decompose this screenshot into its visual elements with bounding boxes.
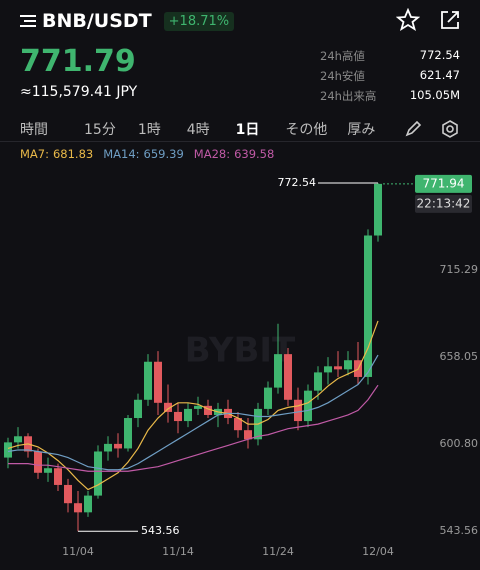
candle-body xyxy=(14,436,22,443)
stat-row: 24h出来高 105.05M xyxy=(320,88,460,104)
stat-label: 24h出来高 xyxy=(320,89,377,103)
stat-row: 24h高値 772.54 xyxy=(320,48,460,64)
stat-label: 24h安値 xyxy=(320,69,365,83)
divider xyxy=(0,141,480,142)
candle-body xyxy=(94,451,102,496)
stat-label: 24h高値 xyxy=(320,49,365,63)
legend-entry: MA28: 639.58 xyxy=(194,147,275,161)
candle-body xyxy=(64,484,72,504)
y-tick-label: 543.56 xyxy=(440,524,479,537)
y-tick-label: 715.29 xyxy=(440,263,479,276)
ma-line xyxy=(8,384,379,472)
stat-value: 621.47 xyxy=(419,68,460,82)
candle-body xyxy=(314,372,322,391)
countdown-tag xyxy=(415,194,472,213)
candle-body xyxy=(344,360,352,370)
legend-name: MA7: xyxy=(20,147,49,161)
candle-body xyxy=(174,411,182,422)
legend-name: MA28: xyxy=(193,147,231,161)
pair: BNB/USDT xyxy=(42,10,152,32)
legend-value: 659.39 xyxy=(143,147,184,161)
legend-name: MA14: xyxy=(103,147,140,161)
candle-body xyxy=(364,235,372,377)
candle-body xyxy=(134,399,142,419)
candle-body xyxy=(44,468,52,473)
change: +18.71% xyxy=(163,11,235,31)
y-tick-label: 600.80 xyxy=(440,437,479,450)
interval-bar: 時間 15分 1時 4時 1日 その他 厚み xyxy=(20,119,375,139)
candle-body xyxy=(154,361,162,403)
menu-icon xyxy=(20,15,36,27)
share-icon[interactable] xyxy=(438,8,462,32)
candle-body xyxy=(284,354,292,400)
last-price: 771.79 xyxy=(20,44,136,79)
interval-tab[interactable]: その他 xyxy=(285,122,328,138)
candle-body xyxy=(264,387,272,409)
candle-body xyxy=(4,442,12,458)
draw-icon[interactable] xyxy=(403,119,423,139)
converted-price: ≈115,579.41 JPY xyxy=(20,84,138,100)
candle-body xyxy=(114,443,122,449)
legend-entry: MA7: 681.83 xyxy=(20,147,93,161)
stats: 24h高値 772.54 24h安値 621.47 24h出来高 105.05M xyxy=(320,48,460,108)
candle-body xyxy=(244,430,252,440)
candle-body xyxy=(194,405,202,409)
interval-tab[interactable]: 4時 xyxy=(186,122,210,138)
interval-tab[interactable]: 時間 xyxy=(20,122,48,138)
low-label: 543.56 xyxy=(141,524,180,537)
high-label: 772.54 xyxy=(278,176,317,189)
candle-body xyxy=(334,366,342,370)
ma-line xyxy=(7,320,379,491)
candle-body xyxy=(34,451,42,473)
candle-body xyxy=(274,354,282,388)
stat-value: 772.54 xyxy=(419,48,460,62)
ma-line xyxy=(7,354,379,471)
candle-body xyxy=(304,390,312,422)
candle-body xyxy=(144,361,152,400)
interval-tab[interactable]: 15分 xyxy=(84,122,116,138)
interval-tab[interactable]: 1時 xyxy=(137,122,161,138)
ma-legend: MA7: 681.83 MA14: 659.39 MA28: 639.58 xyxy=(20,147,274,161)
y-tick-label: 658.05 xyxy=(440,350,479,363)
candle-body xyxy=(104,443,112,452)
candle-body xyxy=(54,468,62,485)
candle-body xyxy=(374,183,382,236)
candle-body xyxy=(204,405,212,415)
stat-value: 105.05M xyxy=(409,88,460,102)
candle-body xyxy=(324,366,332,373)
last-price-tag xyxy=(415,174,472,193)
countdown-text: 22:13:42 xyxy=(417,196,471,210)
interval-tab[interactable]: 1日 xyxy=(235,122,260,138)
candle-body xyxy=(294,399,302,422)
favorite-icon[interactable] xyxy=(396,8,420,32)
legend-value: 639.58 xyxy=(234,147,275,161)
x-tick-label: 11/04 xyxy=(62,545,94,558)
legend-value: 681.83 xyxy=(52,147,94,161)
candle-body xyxy=(184,408,192,422)
candle-body xyxy=(234,418,242,431)
candle-body xyxy=(124,418,132,449)
candle-body xyxy=(164,402,172,412)
x-tick-label: 11/14 xyxy=(162,545,194,558)
legend-entry: MA14: 659.39 xyxy=(103,147,184,161)
x-tick-label: 11/24 xyxy=(262,545,294,558)
x-tick-label: 12/04 xyxy=(362,545,394,558)
stat-row: 24h安値 621.47 xyxy=(320,68,460,84)
last-price-text: 771.94 xyxy=(423,176,465,190)
settings-icon[interactable] xyxy=(440,119,460,139)
candle-body xyxy=(74,503,82,513)
pair-header[interactable]: BNB/USDT +18.71% xyxy=(20,10,235,32)
interval-tab[interactable]: 厚み xyxy=(347,122,376,138)
candle-body xyxy=(84,495,92,513)
